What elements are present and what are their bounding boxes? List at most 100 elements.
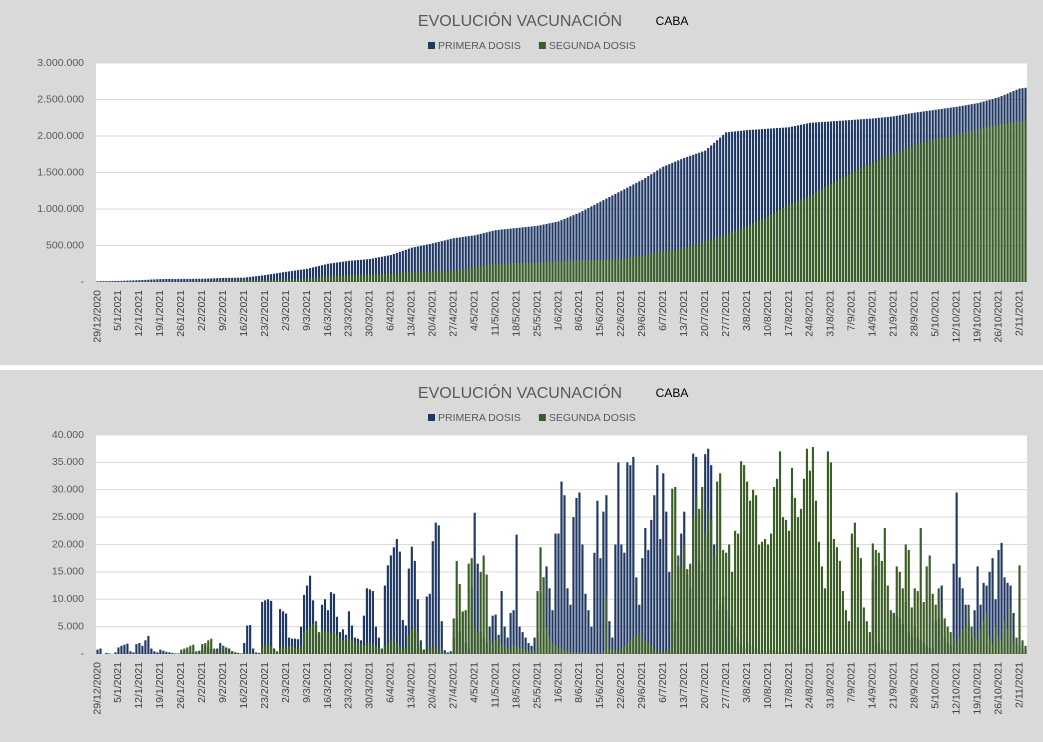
x-tick-label: 24/8/2021	[804, 662, 816, 709]
bar	[207, 640, 210, 654]
bar	[431, 243, 434, 282]
bar	[892, 153, 895, 282]
bar	[769, 533, 773, 654]
bar	[249, 276, 252, 282]
bar	[464, 268, 467, 282]
bar	[970, 626, 973, 654]
bar	[132, 652, 135, 654]
bar	[359, 644, 363, 654]
bar	[835, 180, 838, 282]
y-tick-label: 35.000	[52, 456, 84, 468]
bar	[335, 634, 339, 654]
bar	[545, 223, 548, 282]
bar	[261, 645, 264, 654]
bar	[674, 487, 677, 654]
bar	[198, 278, 201, 282]
bar	[740, 461, 743, 654]
bar	[539, 262, 542, 282]
bar	[392, 637, 395, 654]
bar	[443, 270, 446, 282]
bar	[389, 254, 392, 282]
bar	[506, 228, 509, 282]
bar	[680, 159, 683, 282]
bar	[988, 571, 991, 654]
bar	[234, 280, 237, 282]
bar	[746, 130, 749, 282]
bar	[120, 280, 123, 282]
x-tick-label: 2/11/2021	[1013, 290, 1025, 336]
bar	[623, 189, 626, 282]
bar	[668, 571, 671, 654]
bar	[114, 280, 117, 282]
bar	[536, 591, 539, 654]
bar	[530, 262, 533, 282]
bar	[919, 528, 922, 654]
x-tick-label: 19/10/2021	[971, 290, 983, 343]
bar	[413, 247, 416, 282]
bar	[440, 241, 443, 282]
bar	[332, 593, 336, 654]
bar	[683, 544, 686, 654]
bar	[234, 652, 237, 654]
bar	[841, 591, 844, 654]
bar	[168, 279, 171, 282]
x-tick-label: 19/1/2021	[154, 662, 166, 709]
y-tick-label: 20.000	[52, 538, 84, 550]
x-tick-label: 2/3/2021	[280, 662, 292, 703]
bar	[695, 495, 698, 654]
bar	[195, 651, 198, 654]
bar	[928, 555, 931, 654]
x-tick-label: 16/2/2021	[238, 290, 250, 337]
bar	[1000, 542, 1003, 654]
bar	[177, 653, 180, 654]
bar	[296, 270, 300, 282]
bar	[285, 271, 288, 282]
bar	[728, 544, 731, 654]
bar	[536, 262, 539, 282]
bar	[692, 245, 695, 282]
bar	[524, 649, 527, 654]
bar	[407, 568, 410, 654]
bar	[772, 128, 776, 282]
bar	[704, 241, 707, 282]
x-tick-label: 28/9/2021	[909, 290, 921, 337]
bar	[255, 652, 258, 654]
bar	[1003, 577, 1006, 654]
bar	[578, 212, 581, 282]
x-tick-label: 13/4/2021	[406, 290, 418, 337]
bar	[437, 525, 440, 654]
bar	[766, 128, 770, 282]
x-tick-label: 2/11/2021	[1013, 662, 1025, 708]
bar	[219, 652, 222, 654]
bar	[383, 645, 386, 654]
bar	[886, 156, 889, 282]
bar	[533, 637, 536, 654]
bar	[781, 127, 785, 282]
bar	[141, 280, 144, 282]
bar	[760, 541, 764, 654]
bar	[171, 279, 174, 282]
bar	[344, 275, 348, 282]
bar	[431, 541, 434, 654]
bar	[967, 131, 970, 282]
bar	[710, 145, 713, 282]
bar	[440, 621, 443, 654]
bar	[512, 263, 515, 282]
bar	[473, 512, 476, 654]
bar	[293, 279, 297, 282]
bar	[862, 607, 865, 654]
bar	[659, 650, 662, 654]
bar	[240, 653, 243, 654]
bar	[171, 652, 174, 654]
bar	[596, 260, 599, 282]
bar	[922, 142, 925, 282]
bar	[395, 539, 398, 654]
bar	[701, 242, 704, 282]
bar	[638, 256, 641, 282]
bar	[557, 533, 560, 654]
x-tick-label: 27/4/2021	[448, 662, 460, 709]
bar	[515, 263, 518, 282]
bar	[452, 238, 455, 282]
bar	[584, 209, 587, 282]
